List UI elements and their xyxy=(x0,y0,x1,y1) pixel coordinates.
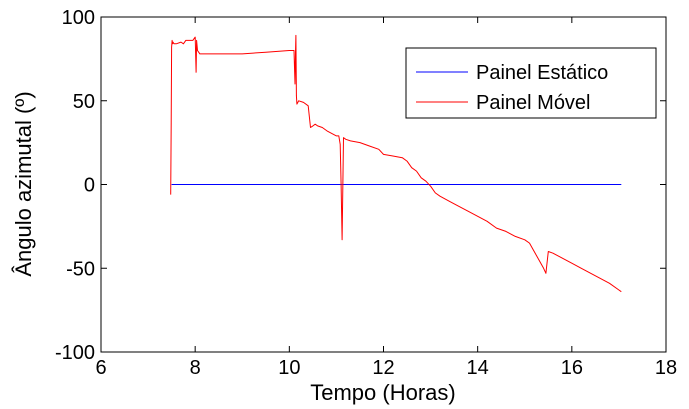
series-line-mobile-panel xyxy=(170,34,622,293)
x-axis-ticks: 6 8 10 12 14 16 18 xyxy=(95,17,677,379)
y-axis-label: Ângulo azimutal (º) xyxy=(11,91,36,276)
legend-box xyxy=(405,47,657,119)
x-tick-label: 6 xyxy=(95,357,106,379)
legend: Painel Estático Painel Móvel xyxy=(405,47,657,119)
x-tick-label: 16 xyxy=(561,357,583,379)
y-axis-ticks: -100 -50 0 50 100 xyxy=(55,7,666,364)
x-tick-label: 12 xyxy=(372,357,394,379)
y-tick-label: 100 xyxy=(62,7,95,29)
x-tick-label: 18 xyxy=(655,357,677,379)
y-tick-label: -100 xyxy=(55,342,95,364)
series-layer xyxy=(170,34,622,293)
y-tick-label: 0 xyxy=(84,175,95,197)
x-axis-label: Tempo (Horas) xyxy=(310,380,455,405)
y-tick-label: -50 xyxy=(66,258,95,280)
x-tick-label: 8 xyxy=(190,357,201,379)
x-tick-label: 14 xyxy=(467,357,489,379)
x-tick-label: 10 xyxy=(278,357,300,379)
legend-label-static: Painel Estático xyxy=(476,62,608,84)
y-tick-label: 50 xyxy=(73,91,95,113)
legend-label-mobile: Painel Móvel xyxy=(476,92,591,114)
